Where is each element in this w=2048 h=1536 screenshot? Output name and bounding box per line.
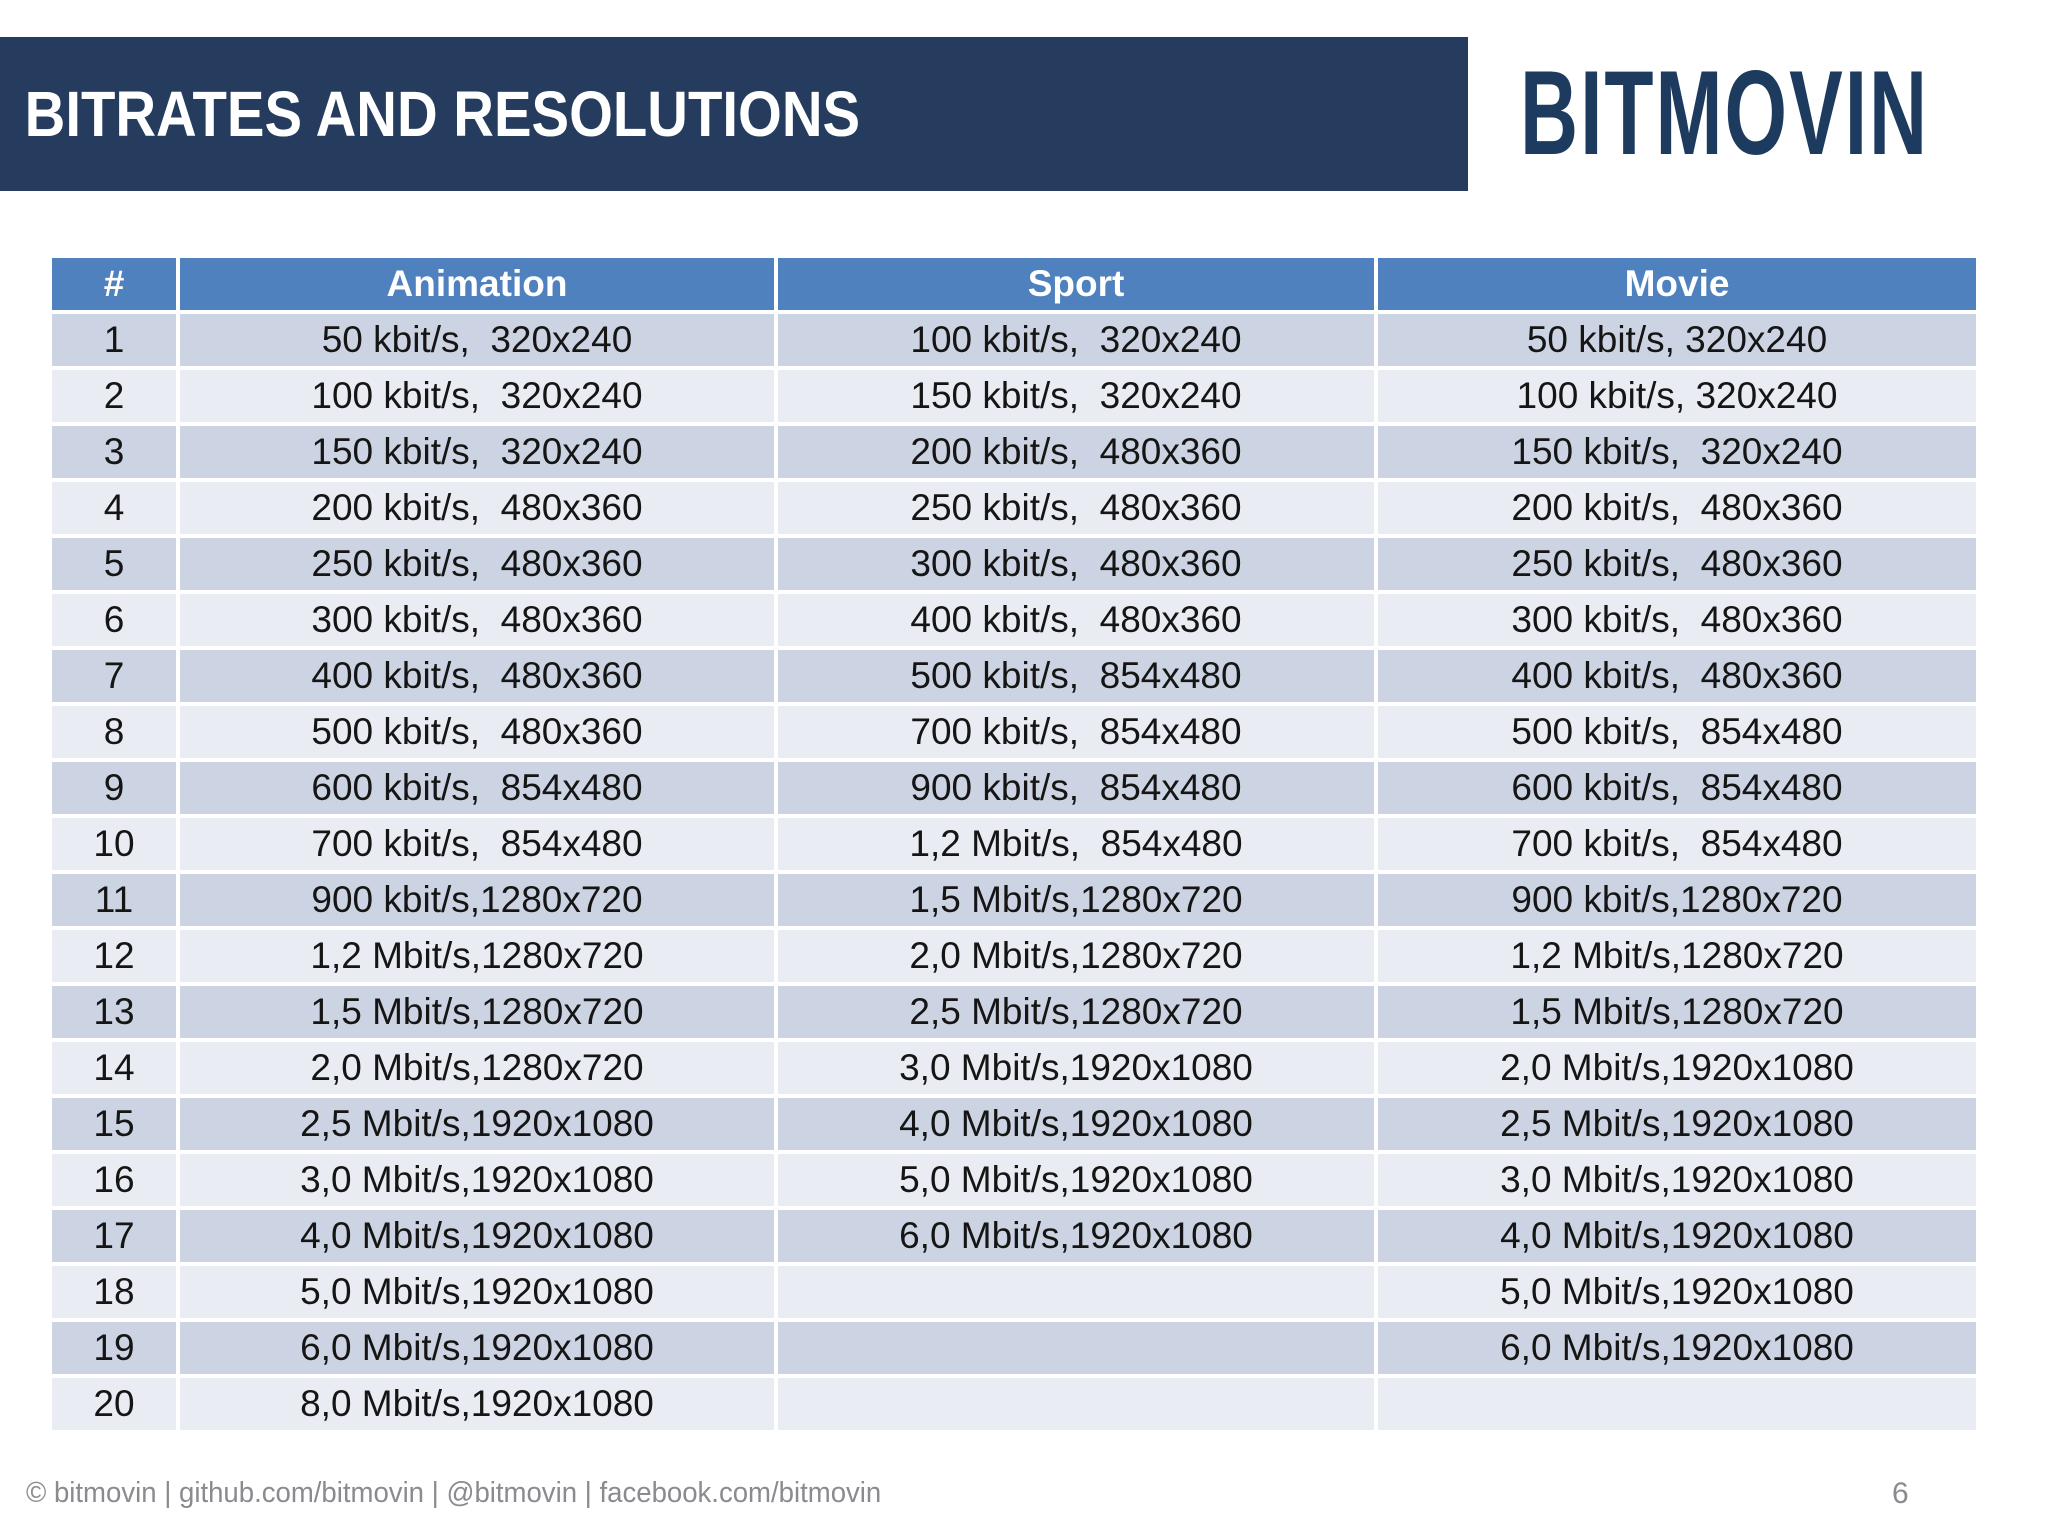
table-cell: 6,0 Mbit/s,1920x1080 [778, 1210, 1374, 1262]
table-cell: 1,5 Mbit/s,1280x720 [180, 986, 774, 1038]
row-index-cell: 19 [52, 1322, 176, 1374]
column-header: Movie [1378, 258, 1976, 310]
table-cell: 2,5 Mbit/s,1920x1080 [1378, 1098, 1976, 1150]
table-cell: 250 kbit/s, 480x360 [778, 482, 1374, 534]
table-cell: 4,0 Mbit/s,1920x1080 [1378, 1210, 1976, 1262]
title-band: BITRATES AND RESOLUTIONS [0, 37, 1468, 191]
row-index-cell: 8 [52, 706, 176, 758]
table-cell: 700 kbit/s, 854x480 [778, 706, 1374, 758]
table-cell: 5,0 Mbit/s,1920x1080 [1378, 1266, 1976, 1318]
table-cell [778, 1266, 1374, 1318]
column-header: Animation [180, 258, 774, 310]
table-cell: 250 kbit/s, 480x360 [180, 538, 774, 590]
table-cell [778, 1378, 1374, 1430]
row-index-cell: 5 [52, 538, 176, 590]
row-index-cell: 18 [52, 1266, 176, 1318]
table-cell: 400 kbit/s, 480x360 [180, 650, 774, 702]
table-cell: 2,0 Mbit/s,1920x1080 [1378, 1042, 1976, 1094]
table-cell [1378, 1378, 1976, 1430]
table-cell: 50 kbit/s, 320x240 [1378, 314, 1976, 366]
row-index-cell: 16 [52, 1154, 176, 1206]
bitrates-table: # Animation Sport Movie 1 50 kbit/s, 320x240 1… [52, 258, 1976, 1430]
table-cell: 3,0 Mbit/s,1920x1080 [180, 1154, 774, 1206]
row-index-cell: 3 [52, 426, 176, 478]
table-cell: 600 kbit/s, 854x480 [1378, 762, 1976, 814]
table-cell: 300 kbit/s, 480x360 [778, 538, 1374, 590]
table-cell: 200 kbit/s, 480x360 [778, 426, 1374, 478]
table-cell: 200 kbit/s, 480x360 [180, 482, 774, 534]
table-cell: 1,5 Mbit/s,1280x720 [778, 874, 1374, 926]
table-cell: 500 kbit/s, 854x480 [1378, 706, 1976, 758]
row-index-cell: 13 [52, 986, 176, 1038]
row-index-cell: 14 [52, 1042, 176, 1094]
table-cell: 700 kbit/s, 854x480 [180, 818, 774, 870]
row-index-cell: 15 [52, 1098, 176, 1150]
table-cell: 300 kbit/s, 480x360 [1378, 594, 1976, 646]
row-index-cell: 20 [52, 1378, 176, 1430]
row-index-cell: 1 [52, 314, 176, 366]
table-cell: 6,0 Mbit/s,1920x1080 [180, 1322, 774, 1374]
table-cell: 150 kbit/s, 320x240 [1378, 426, 1976, 478]
footer-credits: © bitmovin | github.com/bitmovin | @bitm… [26, 1477, 882, 1509]
table-cell: 5,0 Mbit/s,1920x1080 [180, 1266, 774, 1318]
table-cell: 1,5 Mbit/s,1280x720 [1378, 986, 1976, 1038]
bitmovin-logo: BITMOVIN [1520, 46, 1930, 180]
table-cell: 1,2 Mbit/s, 854x480 [778, 818, 1374, 870]
table-cell: 150 kbit/s, 320x240 [778, 370, 1374, 422]
row-index-cell: 12 [52, 930, 176, 982]
table-cell: 400 kbit/s, 480x360 [778, 594, 1374, 646]
table-cell: 200 kbit/s, 480x360 [1378, 482, 1976, 534]
table-cell: 100 kbit/s, 320x240 [180, 370, 774, 422]
table-cell: 4,0 Mbit/s,1920x1080 [778, 1098, 1374, 1150]
table-cell: 900 kbit/s, 854x480 [778, 762, 1374, 814]
table-cell: 1,2 Mbit/s,1280x720 [180, 930, 774, 982]
column-header: Sport [778, 258, 1374, 310]
row-index-cell: 2 [52, 370, 176, 422]
table-cell: 150 kbit/s, 320x240 [180, 426, 774, 478]
table-cell: 2,5 Mbit/s,1280x720 [778, 986, 1374, 1038]
table-cell: 3,0 Mbit/s,1920x1080 [778, 1042, 1374, 1094]
row-index-cell: 17 [52, 1210, 176, 1262]
table-cell [778, 1322, 1374, 1374]
table-cell: 100 kbit/s, 320x240 [778, 314, 1374, 366]
row-index-cell: 6 [52, 594, 176, 646]
page-title: BITRATES AND RESOLUTIONS [24, 78, 861, 150]
table-cell: 500 kbit/s, 480x360 [180, 706, 774, 758]
table-cell: 8,0 Mbit/s,1920x1080 [180, 1378, 774, 1430]
page-number: 6 [1892, 1477, 1909, 1510]
table-cell: 100 kbit/s, 320x240 [1378, 370, 1976, 422]
table-cell: 4,0 Mbit/s,1920x1080 [180, 1210, 774, 1262]
table-cell: 50 kbit/s, 320x240 [180, 314, 774, 366]
table-cell: 300 kbit/s, 480x360 [180, 594, 774, 646]
column-header: # [52, 258, 176, 310]
table-cell: 3,0 Mbit/s,1920x1080 [1378, 1154, 1976, 1206]
table-cell: 900 kbit/s,1280x720 [1378, 874, 1976, 926]
row-index-cell: 10 [52, 818, 176, 870]
table-cell: 2,0 Mbit/s,1280x720 [778, 930, 1374, 982]
table-cell: 6,0 Mbit/s,1920x1080 [1378, 1322, 1976, 1374]
table-cell: 400 kbit/s, 480x360 [1378, 650, 1976, 702]
table-cell: 500 kbit/s, 854x480 [778, 650, 1374, 702]
table-cell: 2,0 Mbit/s,1280x720 [180, 1042, 774, 1094]
row-index-cell: 4 [52, 482, 176, 534]
table-cell: 1,2 Mbit/s,1280x720 [1378, 930, 1976, 982]
row-index-cell: 11 [52, 874, 176, 926]
table-cell: 5,0 Mbit/s,1920x1080 [778, 1154, 1374, 1206]
table-cell: 250 kbit/s, 480x360 [1378, 538, 1976, 590]
table-cell: 700 kbit/s, 854x480 [1378, 818, 1976, 870]
row-index-cell: 7 [52, 650, 176, 702]
table-cell: 600 kbit/s, 854x480 [180, 762, 774, 814]
table-cell: 2,5 Mbit/s,1920x1080 [180, 1098, 774, 1150]
row-index-cell: 9 [52, 762, 176, 814]
table-cell: 900 kbit/s,1280x720 [180, 874, 774, 926]
